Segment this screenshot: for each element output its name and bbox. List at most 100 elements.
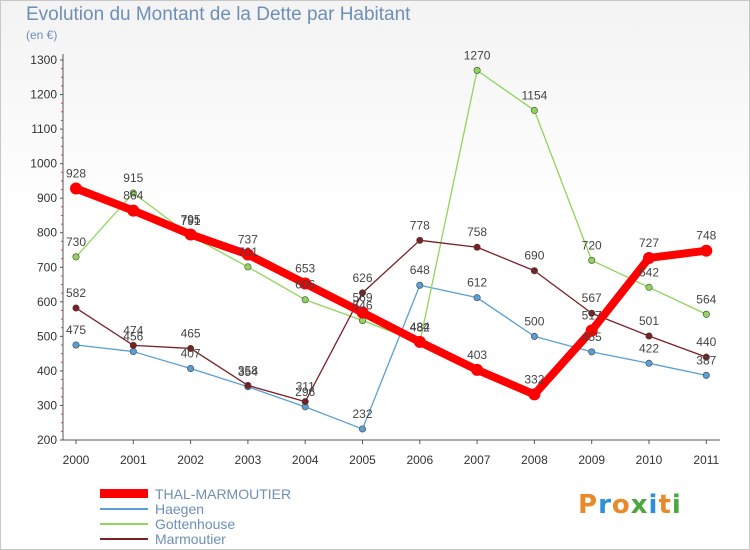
data-point-gottenhouse [588,256,596,264]
legend-item-gottenhouse: Gottenhouse [100,516,400,532]
data-point-gottenhouse [72,253,80,261]
data-point-thal-marmoutier [184,228,197,241]
data-point-thal-marmoutier [643,251,655,264]
data-point-thal-marmoutier [471,363,484,376]
data-label: 500 [524,314,544,328]
data-point-marmoutier [301,398,309,406]
series-line-marmoutier [75,239,707,403]
data-label: 748 [696,229,716,243]
data-point-thal-marmoutier [299,277,312,290]
data-label: 1154 [521,88,547,102]
data-point-marmoutier [530,267,538,275]
data-label: 482 [410,321,430,335]
x-tick-label: 2007 [464,453,491,467]
x-tick-label: 2004 [292,453,319,467]
data-point-haegen [416,281,424,289]
y-tick-label: 800 [37,226,57,240]
y-tick-label: 1200 [30,88,57,102]
series-line-thal-marmoutier [72,184,711,399]
data-point-thal-marmoutier [700,244,713,257]
data-label: 484 [410,320,430,334]
y-tick-label: 200 [37,433,57,447]
data-label: 612 [467,276,487,290]
y-tick-label: 1000 [30,157,57,171]
data-label: 915 [123,171,143,185]
data-label: 567 [582,291,602,305]
data-point-haegen [72,341,80,349]
data-label: 403 [467,348,487,362]
logo-letter: x [630,490,649,520]
legend-label: THAL-MARMOUTIER [155,486,292,502]
x-tick-label: 2002 [177,453,204,467]
legend-item-thal-marmoutier: THAL-MARMOUTIER [100,486,400,502]
data-label: 864 [123,189,143,203]
data-label: 653 [295,262,315,276]
data-point-thal-marmoutier [528,388,541,401]
y-tick-label: 500 [37,329,57,343]
data-label: 354 [238,365,258,379]
data-label: 332 [524,372,544,386]
logo-letter: o [611,490,631,520]
x-tick-label: 2000 [63,453,90,467]
x-tick-label: 2003 [235,453,262,467]
data-label: 606 [295,278,315,292]
legend-item-marmoutier: Marmoutier [100,531,400,547]
y-tick-label: 300 [37,398,57,412]
logo-letter: t [658,490,672,520]
data-point-marmoutier [645,332,653,340]
data-label: 517 [582,308,602,322]
chart-title: Evolution du Montant de la Dette par Hab… [26,4,411,25]
x-tick-label: 2001 [120,453,147,467]
x-tick-label: 2006 [406,453,433,467]
x-tick-label: 2010 [636,453,663,467]
data-point-marmoutier [416,236,424,244]
data-label: 730 [66,235,86,249]
data-label: 690 [524,249,544,263]
y-tick-label: 900 [37,191,57,205]
legend-swatch [100,523,148,525]
data-label: 465 [181,326,201,340]
logo-letter: i [671,490,682,520]
data-label: 701 [238,245,258,259]
data-label: 407 [181,346,201,360]
data-point-gottenhouse [473,66,481,74]
data-point-marmoutier [187,344,195,352]
data-label: 474 [123,323,143,337]
data-label: 758 [467,225,487,239]
legend-swatch [100,538,148,540]
data-label: 475 [66,323,86,337]
data-label: 626 [352,271,372,285]
data-point-haegen [645,359,653,367]
data-point-marmoutier [473,243,481,251]
data-label: 791 [181,214,201,228]
data-label: 455 [582,330,602,344]
x-tick-label: 2009 [578,453,605,467]
data-point-thal-marmoutier [356,306,369,319]
legend-label: Gottenhouse [155,516,236,532]
y-tick-label: 400 [37,364,57,378]
data-label: 720 [582,238,602,252]
data-point-haegen [530,332,538,340]
data-point-thal-marmoutier [241,248,254,261]
data-label: 296 [295,385,315,399]
data-label: 387 [696,353,716,367]
y-tick-label: 1100 [31,122,57,136]
y-tick-label: 700 [37,260,57,274]
x-tick-label: 2005 [349,453,376,467]
data-point-thal-marmoutier [70,182,82,195]
legend-swatch [100,489,148,498]
data-label: 737 [238,232,258,246]
data-point-marmoutier [702,353,710,361]
data-point-haegen [473,294,481,302]
data-label: 727 [639,236,659,250]
data-point-gottenhouse [244,263,252,271]
legend-swatch [100,508,148,510]
data-point-gottenhouse [129,189,137,197]
data-label: 648 [410,263,430,277]
data-label: 928 [66,167,86,181]
logo-letter: r [598,490,612,520]
data-point-thal-marmoutier [413,335,426,348]
proxiti-logo: Proxiti [578,490,682,520]
